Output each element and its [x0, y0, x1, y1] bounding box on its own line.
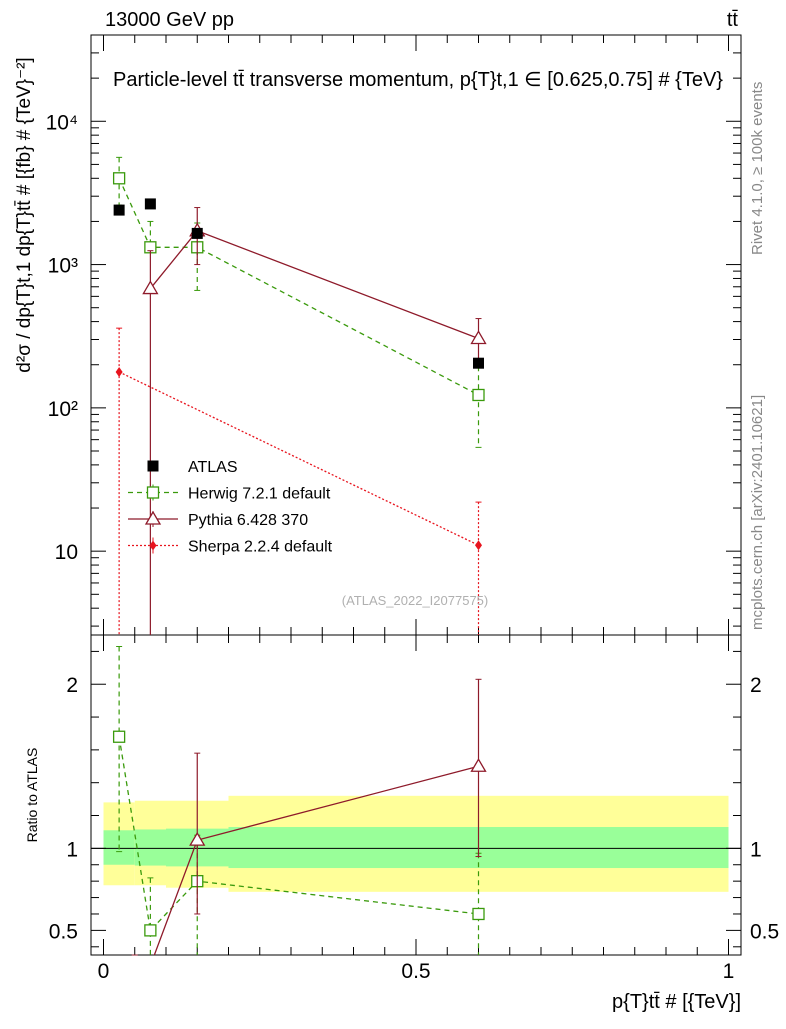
ratio-y-tick-label-right: 0.5 — [750, 920, 779, 943]
legend-marker-sherpa — [149, 540, 157, 551]
main-line-sherpa — [118, 371, 479, 546]
ratio-y-tick-label-left: 0.5 — [49, 920, 78, 943]
analysis-watermark: (ATLAS_2022_I2077575) — [342, 593, 488, 608]
main-point-herwig — [472, 388, 485, 402]
ratio-y-tick-label-left: 1 — [66, 838, 78, 861]
ratio-y-tick-label-left: 2 — [66, 674, 78, 697]
legend-marker-pythia — [144, 510, 162, 525]
main-y-tick-label: 10⁴ — [46, 111, 78, 134]
ratio-point-pythia — [189, 831, 206, 846]
ratio-y-axis-label: Ratio to ATLAS — [24, 748, 40, 843]
ratio-point-pythia — [470, 757, 487, 772]
ratio-y-tick-label-right: 1 — [750, 838, 762, 861]
legend-label-herwig: Herwig 7.2.1 default — [188, 486, 331, 503]
main-point-sherpa — [115, 366, 123, 377]
main-point-atlas — [473, 357, 484, 369]
x-tick-label: 0 — [98, 960, 110, 983]
legend-label-pythia: Pythia 6.428 370 — [188, 512, 308, 529]
mcplots-source-label: mcplots.cern.ch [arXiv:2401.10621] — [749, 395, 766, 630]
legend-label-sherpa: Sherpa 2.2.4 default — [188, 539, 333, 556]
main-point-sherpa — [475, 540, 482, 551]
main-point-pythia — [142, 280, 159, 295]
main-y-tick-label: 10 — [55, 541, 78, 564]
ratio-line-herwig — [118, 736, 479, 932]
header-right: tt̄ — [727, 9, 739, 31]
main-y-tick-label: 10² — [48, 398, 78, 421]
main-point-atlas — [113, 204, 125, 216]
main-point-herwig — [112, 172, 126, 185]
rivet-version-label: Rivet 4.1.0, ≥ 100k events — [749, 82, 766, 255]
legend: ATLAS Herwig 7.2.1 default Pythia 6.428 37… — [128, 459, 333, 556]
legend-marker-atlas — [147, 460, 159, 472]
ratio-point-herwig — [112, 730, 126, 743]
main-point-atlas — [144, 198, 156, 210]
main-y-axis-label: d²σ / dp{T}t,1 dp{T}tt̄ # [{fb} # {TeV}⁻… — [14, 57, 35, 372]
main-y-tick-label: 10³ — [48, 255, 78, 278]
legend-marker-herwig — [146, 486, 160, 499]
main-point-atlas — [191, 227, 203, 239]
main-series-layer — [112, 156, 487, 635]
main-axis-ticks — [91, 34, 741, 955]
ratio-series-layer — [112, 645, 487, 956]
header-left: 13000 GeV pp — [105, 9, 234, 31]
ratio-inner-band — [134, 829, 166, 866]
plot-title: Particle-level tt̄ transverse momentum, … — [113, 69, 723, 91]
main-line-herwig — [118, 178, 479, 396]
ratio-point-herwig — [472, 907, 485, 921]
x-tick-label: 0.5 — [401, 960, 430, 983]
ratio-y-tick-label-right: 2 — [750, 674, 762, 697]
legend-label-atlas: ATLAS — [188, 459, 238, 476]
x-tick-label: 1 — [723, 960, 735, 983]
x-axis-label: p{T}tt̄ # [{TeV}] — [612, 991, 741, 1013]
main-point-pythia — [470, 330, 487, 345]
ratio-point-herwig — [144, 924, 157, 937]
tick-labels: 10 10² 10³ 10⁴ 0.5 0.5 1 1 2 2 0 0.5 1 — [46, 111, 780, 983]
